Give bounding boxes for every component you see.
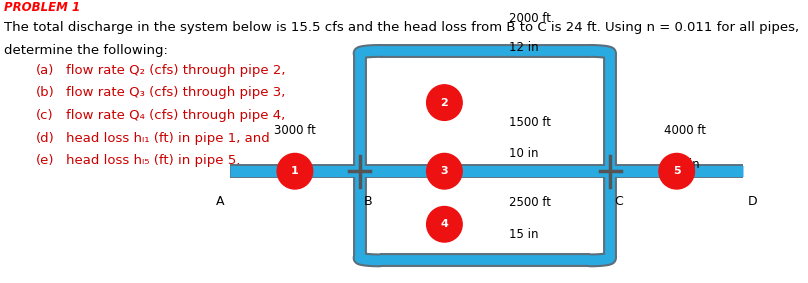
Text: 1: 1 [291,166,299,176]
Text: B: B [364,195,372,208]
Text: 3: 3 [440,166,448,176]
Text: 30 in: 30 in [280,158,309,171]
Text: 5: 5 [673,166,680,176]
Text: head loss hₗ₅ (ft) in pipe 5.: head loss hₗ₅ (ft) in pipe 5. [66,154,241,167]
Text: The total discharge in the system below is 15.5 cfs and the head loss from B to : The total discharge in the system below … [4,21,799,34]
Text: A: A [217,195,225,208]
Text: 2: 2 [440,98,448,108]
Text: 24 in: 24 in [671,158,700,171]
Text: 2000 ft: 2000 ft [509,12,551,25]
Ellipse shape [659,153,695,189]
Text: flow rate Q₃ (cfs) through pipe 3,: flow rate Q₃ (cfs) through pipe 3, [66,86,286,99]
Text: 10 in: 10 in [509,147,539,160]
Ellipse shape [427,153,462,189]
Ellipse shape [427,207,462,242]
Text: 4: 4 [440,219,448,229]
Text: 12 in: 12 in [509,41,539,54]
Text: 15 in: 15 in [509,228,539,241]
Text: (a): (a) [36,64,55,77]
Text: 2500 ft: 2500 ft [509,196,551,209]
Text: C: C [614,195,623,208]
Text: PROBLEM 1: PROBLEM 1 [4,1,80,14]
Text: D: D [747,195,757,208]
Text: flow rate Q₄ (cfs) through pipe 4,: flow rate Q₄ (cfs) through pipe 4, [66,109,285,122]
Text: (e): (e) [36,154,55,167]
Ellipse shape [427,85,462,120]
Text: 4000 ft: 4000 ft [664,124,706,137]
Text: (b): (b) [36,86,55,99]
Text: (c): (c) [36,109,54,122]
Text: flow rate Q₂ (cfs) through pipe 2,: flow rate Q₂ (cfs) through pipe 2, [66,64,286,77]
Ellipse shape [277,153,313,189]
Text: determine the following:: determine the following: [4,44,168,57]
Text: 1500 ft: 1500 ft [509,116,551,129]
Text: head loss hₗ₁ (ft) in pipe 1, and: head loss hₗ₁ (ft) in pipe 1, and [66,132,270,145]
Text: (d): (d) [36,132,55,145]
Text: 3000 ft: 3000 ft [274,124,316,137]
